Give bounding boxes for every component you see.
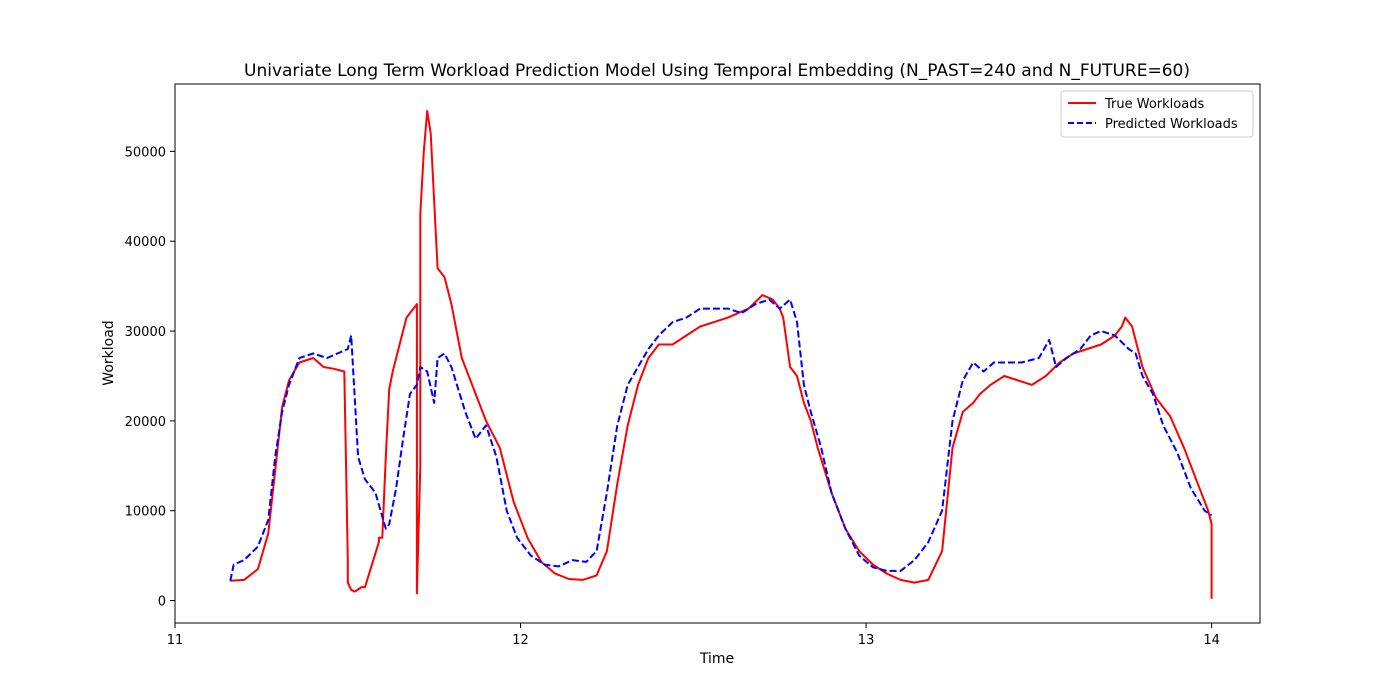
- y-tick-label: 40000: [125, 235, 166, 250]
- y-axis-title: Workload: [101, 320, 117, 385]
- x-axis-title: Time: [699, 651, 734, 667]
- legend-label-predicted: Predicted Workloads: [1105, 117, 1238, 132]
- plot-area: [174, 83, 1261, 624]
- series-line-predicted-workloads: [229, 298, 1213, 582]
- y-axis: 0 10000 20000 30000 40000 50000: [125, 145, 175, 610]
- y-tick-label: 30000: [125, 325, 166, 340]
- y-tick-label: 50000: [125, 145, 166, 160]
- x-tick-label: 14: [1203, 633, 1220, 648]
- y-tick-label: 10000: [125, 505, 166, 520]
- legend: True Workloads Predicted Workloads: [1060, 90, 1254, 138]
- series-line-true-workloads: [230, 110, 1213, 599]
- legend-label-true: True Workloads: [1104, 97, 1204, 112]
- plot-frame: [174, 83, 1261, 624]
- y-tick-label: 20000: [125, 415, 166, 430]
- series-layer: [229, 110, 1213, 599]
- chart-title: Univariate Long Term Workload Prediction…: [244, 61, 1190, 81]
- x-tick-label: 13: [858, 633, 875, 648]
- y-tick-label: 0: [158, 595, 166, 610]
- legend-box: [1060, 90, 1254, 138]
- x-tick-label: 12: [512, 633, 529, 648]
- x-axis: 11 12 13 14: [167, 623, 1220, 648]
- x-tick-label: 11: [167, 633, 184, 648]
